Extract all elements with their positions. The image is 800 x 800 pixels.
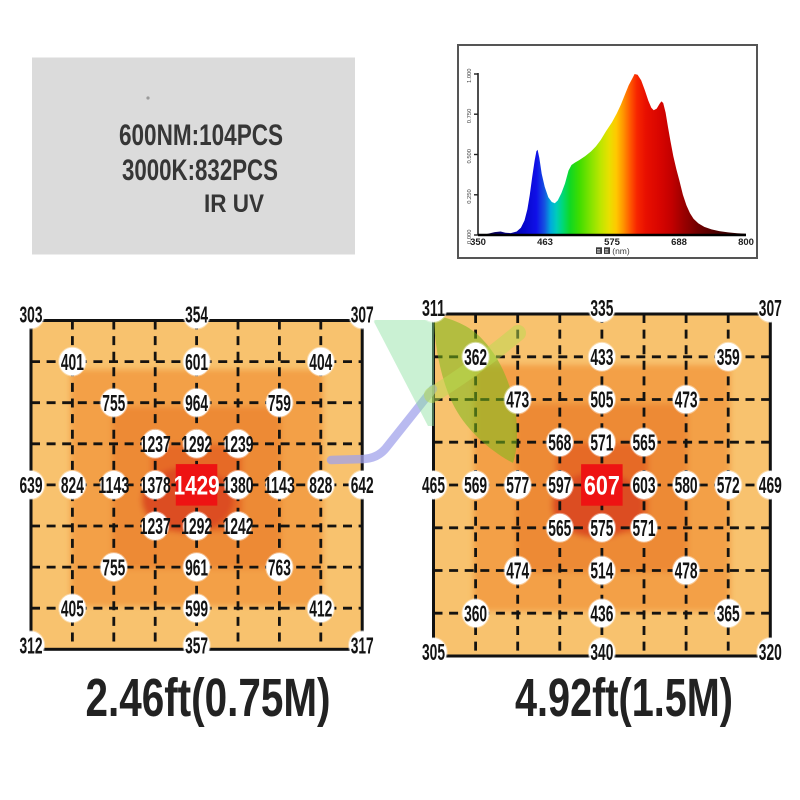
svg-text:311: 311 [422, 295, 445, 321]
svg-text:642: 642 [351, 472, 374, 498]
svg-text:357: 357 [185, 633, 208, 659]
svg-text:575: 575 [604, 237, 621, 248]
svg-text:1292: 1292 [181, 431, 212, 457]
svg-text:1143: 1143 [264, 472, 295, 498]
svg-text:320: 320 [759, 639, 782, 665]
svg-text:1292: 1292 [181, 513, 212, 539]
svg-text:0.250: 0.250 [467, 189, 473, 204]
svg-text:350: 350 [470, 237, 486, 248]
svg-text:571: 571 [633, 515, 656, 541]
svg-text:478: 478 [675, 558, 698, 584]
svg-text:1143: 1143 [98, 472, 129, 498]
svg-text:436: 436 [590, 601, 613, 627]
svg-text:(nm): (nm) [612, 246, 630, 256]
svg-text:3000K:832PCS: 3000K:832PCS [122, 154, 278, 187]
svg-text:401: 401 [61, 349, 84, 375]
svg-text:307: 307 [759, 295, 782, 321]
svg-text:303: 303 [20, 302, 43, 328]
svg-text:597: 597 [548, 472, 571, 498]
svg-text:469: 469 [759, 472, 782, 498]
svg-text:2.46ft(0.75M): 2.46ft(0.75M) [86, 668, 331, 728]
svg-text:312: 312 [20, 633, 43, 659]
svg-text:433: 433 [590, 344, 613, 370]
svg-text:1380: 1380 [223, 472, 254, 498]
svg-text:0.000: 0.000 [467, 229, 473, 244]
svg-text:580: 580 [675, 472, 698, 498]
svg-text:473: 473 [506, 387, 529, 413]
svg-text:305: 305 [422, 639, 445, 665]
svg-text:340: 340 [590, 639, 613, 665]
svg-text:362: 362 [464, 344, 487, 370]
svg-text:639: 639 [20, 472, 43, 498]
svg-text:335: 335 [590, 295, 613, 321]
svg-text:1239: 1239 [223, 431, 254, 457]
svg-text:IR UV: IR UV [204, 190, 264, 218]
svg-text:514: 514 [590, 558, 613, 584]
svg-text:763: 763 [268, 554, 291, 580]
svg-text:964: 964 [185, 390, 208, 416]
svg-text:600NM:104PCS: 600NM:104PCS [119, 119, 283, 152]
svg-text:1237: 1237 [140, 431, 171, 457]
svg-text:463: 463 [537, 237, 553, 248]
svg-text:571: 571 [590, 429, 613, 455]
svg-text:4.92ft(1.5M): 4.92ft(1.5M) [515, 668, 733, 728]
svg-text:0.500: 0.500 [467, 149, 473, 164]
svg-text:1242: 1242 [223, 513, 254, 539]
svg-text:412: 412 [309, 595, 332, 621]
svg-text:755: 755 [102, 390, 125, 416]
svg-text:577: 577 [506, 472, 529, 498]
svg-text:1378: 1378 [140, 472, 171, 498]
svg-text:961: 961 [185, 554, 208, 580]
svg-text:759: 759 [268, 390, 291, 416]
svg-text:1429: 1429 [174, 470, 220, 500]
svg-text:365: 365 [717, 601, 740, 627]
svg-text:568: 568 [548, 429, 571, 455]
svg-text:569: 569 [464, 472, 487, 498]
svg-text:607: 607 [584, 471, 620, 501]
svg-text:824: 824 [61, 472, 84, 498]
svg-text:601: 601 [185, 349, 208, 375]
svg-text:575: 575 [590, 515, 613, 541]
svg-text:1237: 1237 [140, 513, 171, 539]
svg-text:565: 565 [633, 429, 656, 455]
svg-text:404: 404 [309, 349, 332, 375]
svg-text:599: 599 [185, 595, 208, 621]
svg-text:0.750: 0.750 [467, 109, 473, 124]
svg-text:474: 474 [506, 558, 529, 584]
svg-text:572: 572 [717, 472, 740, 498]
svg-text:603: 603 [633, 472, 656, 498]
svg-text:405: 405 [61, 595, 84, 621]
svg-text:828: 828 [309, 472, 332, 498]
svg-text:359: 359 [717, 344, 740, 370]
svg-text:688: 688 [671, 237, 687, 248]
svg-text:360: 360 [464, 601, 487, 627]
svg-text:307: 307 [351, 302, 374, 328]
svg-text:800: 800 [738, 237, 754, 248]
svg-text:354: 354 [185, 302, 208, 328]
svg-text:755: 755 [102, 554, 125, 580]
svg-text:317: 317 [351, 633, 374, 659]
svg-text:465: 465 [422, 472, 445, 498]
svg-text:505: 505 [590, 387, 613, 413]
svg-text:473: 473 [675, 387, 698, 413]
svg-text:565: 565 [548, 515, 571, 541]
svg-text:1.000: 1.000 [467, 68, 473, 83]
